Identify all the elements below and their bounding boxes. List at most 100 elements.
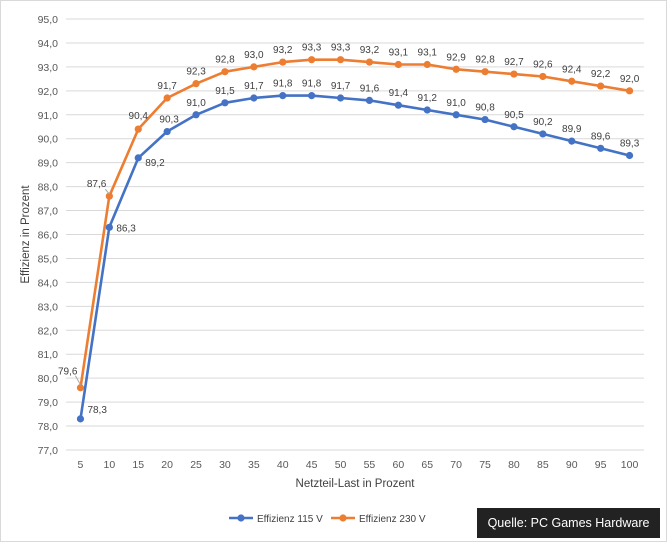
data-label: 90,5 [504,110,524,121]
legend-label-1: Effizienz 115 V [257,514,323,525]
y-tick-label: 82,0 [38,325,59,337]
data-point [279,92,287,100]
data-label: 91,7 [157,81,177,92]
data-point [597,144,605,152]
data-label: 92,8 [475,55,495,66]
data-label: 91,6 [360,83,380,94]
x-tick-label: 25 [190,459,202,471]
y-tick-label: 86,0 [38,230,59,242]
data-point [394,60,402,69]
data-label: 90,2 [533,117,553,128]
x-axis-title: Netzteil-Last in Prozent [296,478,416,490]
x-tick-label: 60 [393,459,405,471]
data-point [597,82,605,90]
y-tick-label: 85,0 [38,253,59,265]
data-point [134,154,142,162]
data-label: 92,7 [504,57,524,68]
x-tick-label: 35 [248,459,260,471]
x-tick-label: 45 [306,459,318,471]
data-label: 89,3 [620,138,640,149]
data-label: 91,4 [389,88,409,99]
data-point [452,111,460,119]
data-point [192,111,200,119]
x-tick-label: 100 [621,459,639,471]
x-tick-label: 65 [421,459,433,471]
data-point [279,58,287,66]
data-label: 90,8 [475,103,495,114]
data-label: 90,4 [129,111,149,122]
data-label: 91,0 [186,98,206,109]
x-tick-label: 10 [104,459,116,471]
data-point [365,96,374,105]
data-label: 91,2 [418,93,438,104]
data-point [423,106,431,114]
data-label: 92,4 [562,64,582,75]
x-tick-label: 50 [335,459,347,471]
data-point [250,94,258,102]
data-point [568,77,576,85]
y-tick-label: 95,0 [38,14,59,26]
data-label: 91,0 [446,98,466,109]
data-point [163,127,171,136]
y-tick-label: 93,0 [38,62,59,74]
data-label: 93,3 [331,43,351,54]
data-point [308,92,316,100]
x-tick-label: 75 [479,459,491,471]
y-tick-label: 77,0 [38,445,59,457]
y-tick-label: 78,0 [38,421,59,433]
legend-label-2: Effizienz 230 V [359,514,426,525]
y-tick-label: 87,0 [38,206,59,218]
data-label: 78,3 [87,405,107,416]
source-badge: Quelle: PC Games Hardware [477,508,660,538]
x-tick-label: 70 [450,459,462,471]
data-point [423,60,431,69]
data-point [625,151,634,160]
data-point [510,123,518,131]
data-point [452,65,460,73]
data-point [510,70,518,78]
data-label: 93,2 [273,45,293,56]
data-label: 93,3 [302,43,322,54]
data-label: 93,1 [389,47,409,58]
data-label: 91,7 [244,81,264,92]
x-tick-label: 95 [595,459,607,471]
y-tick-label: 81,0 [38,349,59,361]
data-point [394,101,402,109]
x-tick-label: 5 [78,459,84,471]
data-label: 92,8 [215,55,235,66]
series-line-1 [79,94,630,420]
data-label: 89,6 [591,131,611,142]
data-point [365,58,374,66]
data-label: 91,8 [273,79,293,90]
data-label: 89,2 [145,158,165,169]
series-line-2 [79,58,630,388]
data-point [105,192,113,200]
y-tick-label: 90,0 [38,134,59,146]
y-tick-label: 79,0 [38,397,59,409]
data-point [625,87,634,95]
data-point [336,94,345,102]
data-point [568,137,576,145]
data-label: 93,1 [418,47,438,58]
data-point [539,130,547,138]
data-label: 92,3 [186,67,206,78]
data-point [221,99,229,107]
data-label: 89,9 [562,124,582,135]
y-tick-label: 94,0 [38,38,59,50]
y-tick-label: 84,0 [38,277,59,289]
data-label: 86,3 [116,223,136,234]
x-tick-label: 85 [537,459,549,471]
data-label: 91,7 [331,81,351,92]
x-tick-label: 55 [364,459,376,471]
label-leader [104,188,110,195]
data-point [250,63,258,71]
x-tick-label: 80 [508,459,520,471]
data-label: 92,6 [533,59,553,70]
data-point [336,56,345,64]
data-point [163,94,171,102]
data-label: 93,0 [244,50,264,61]
data-label: 79,6 [58,367,78,378]
y-tick-label: 92,0 [38,86,59,98]
